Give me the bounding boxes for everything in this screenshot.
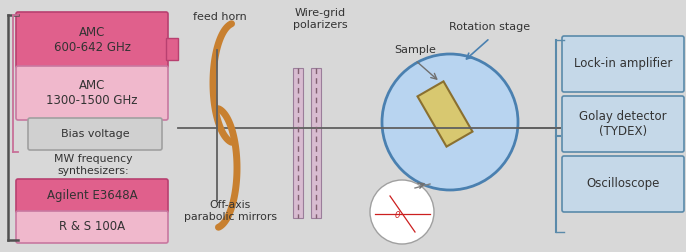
Text: Wire-grid
polarizers: Wire-grid polarizers [293,8,347,29]
Text: Lock-in amplifier: Lock-in amplifier [573,57,672,71]
Text: Golay detector
(TYDEX): Golay detector (TYDEX) [579,110,667,138]
Text: MW frequency
synthesizers:: MW frequency synthesizers: [54,154,132,176]
FancyBboxPatch shape [293,68,303,218]
Text: Rotation stage: Rotation stage [449,22,530,32]
FancyBboxPatch shape [562,156,684,212]
FancyBboxPatch shape [166,38,178,60]
FancyBboxPatch shape [16,179,168,213]
Polygon shape [418,81,473,147]
Text: Bias voltage: Bias voltage [60,129,130,139]
Text: AMC
1300-1500 GHz: AMC 1300-1500 GHz [46,79,138,107]
FancyBboxPatch shape [562,96,684,152]
Text: $\theta$: $\theta$ [394,209,402,220]
FancyBboxPatch shape [16,66,168,120]
Text: Off-axis
parabolic mirrors: Off-axis parabolic mirrors [183,200,276,222]
Circle shape [382,54,518,190]
Text: AMC
600-642 GHz: AMC 600-642 GHz [54,26,130,54]
Circle shape [370,180,434,244]
FancyBboxPatch shape [311,68,321,218]
FancyBboxPatch shape [562,36,684,92]
Text: Oscilloscope: Oscilloscope [587,177,660,191]
Text: R & S 100A: R & S 100A [59,220,125,234]
Text: Sample: Sample [394,45,436,55]
FancyBboxPatch shape [28,118,162,150]
FancyBboxPatch shape [16,211,168,243]
Text: feed horn: feed horn [193,12,247,22]
Text: Agilent E3648A: Agilent E3648A [47,190,137,203]
FancyBboxPatch shape [16,12,168,68]
